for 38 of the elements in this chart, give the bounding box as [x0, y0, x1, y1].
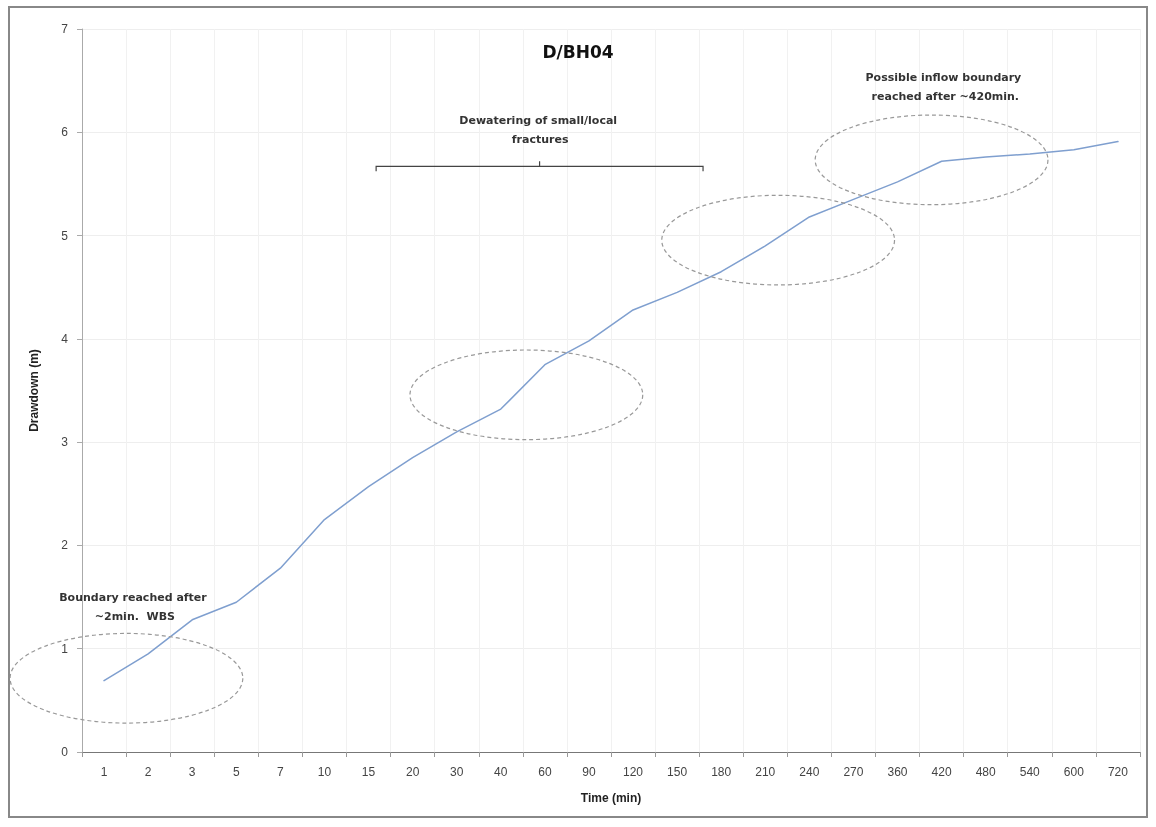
x-tick-label: 720: [1107, 765, 1129, 779]
x-tick-label: 180: [711, 765, 732, 779]
y-tick-label: 5: [61, 228, 69, 243]
x-tick-label: 15: [361, 765, 376, 779]
x-tick-label: 360: [887, 765, 908, 779]
x-tick-label: 240: [799, 765, 820, 779]
y-tick-label: 4: [61, 331, 69, 346]
x-tick-label: 270: [843, 765, 864, 779]
x-tick-label: 90: [582, 765, 596, 779]
x-tick-label: 210: [755, 765, 776, 779]
x-tick-label: 150: [667, 765, 688, 779]
x-tick-label: 120: [623, 765, 644, 779]
x-tick-label: 7: [277, 765, 285, 779]
x-tick-label: 1: [100, 765, 108, 779]
x-axis-title: Time (min): [580, 791, 642, 805]
annotation: Boundary reached after ~2min. WBS: [59, 591, 211, 624]
y-tick-label: 2: [61, 538, 69, 553]
y-tick-label: 1: [61, 641, 69, 656]
text: D/BH04: [542, 41, 614, 62]
x-tick-label: 420: [931, 765, 952, 779]
x-tick-label: 30: [450, 765, 464, 779]
x-tick-label: 20: [405, 765, 420, 779]
y-axis-title: Drawdown (m): [27, 349, 41, 432]
x-tick-label: 480: [975, 765, 997, 779]
y-tick-label: 0: [61, 745, 69, 759]
x-tick-label: 3: [188, 765, 196, 779]
x-tick-label: 60: [538, 765, 552, 779]
y-tick-label: 6: [61, 125, 69, 140]
x-tick-label: 10: [317, 765, 332, 779]
annotation: Possible inflow boundary reached after ~420min.: [865, 70, 1026, 103]
x-tick-label: 5: [232, 765, 240, 779]
x-tick-label: 540: [1019, 765, 1041, 779]
y-tick-label: 7: [61, 22, 69, 36]
annotation: Dewatering of small/local fractures: [459, 114, 621, 147]
y-tick-label: 3: [61, 435, 69, 450]
x-tick-label: 40: [494, 765, 508, 779]
x-tick-label: 600: [1063, 765, 1085, 779]
x-tick-label: 2: [144, 765, 152, 779]
